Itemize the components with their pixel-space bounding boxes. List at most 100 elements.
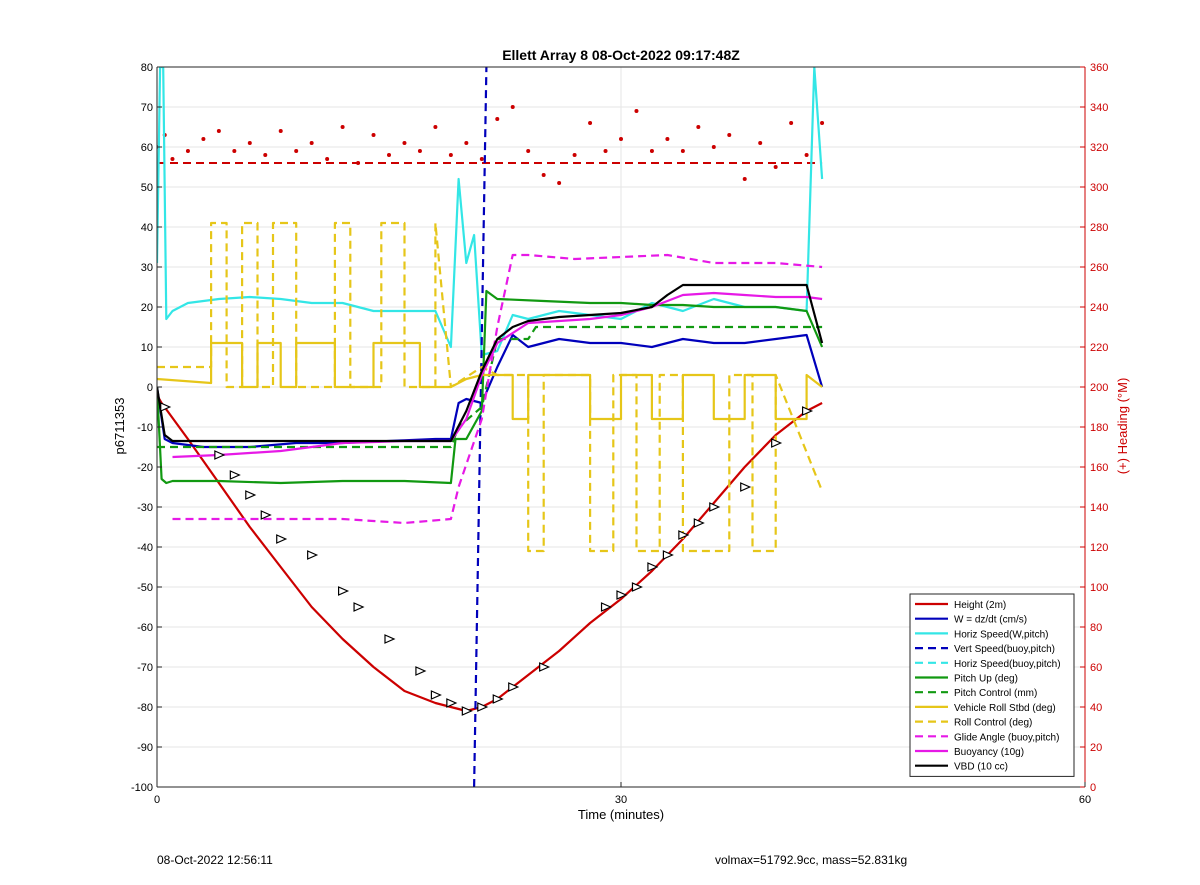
heading-point (665, 137, 670, 141)
heading-point (170, 157, 175, 161)
legend-entry: Pitch Up (deg) (954, 674, 1018, 685)
y2-tick-label: 280 (1090, 222, 1108, 234)
plot-series-group (157, 67, 825, 787)
heading-point (495, 117, 500, 121)
heading-point (448, 153, 453, 157)
legend-entry: Vehicle Roll Stbd (deg) (954, 703, 1056, 714)
heading-point (402, 141, 407, 145)
heading-point (294, 149, 299, 153)
heading-point (820, 121, 825, 125)
heading-point (804, 153, 809, 157)
legend-entry: Vert Speed(buoy,pitch) (954, 644, 1055, 655)
x-tick-label: 0 (154, 794, 160, 806)
heading-point (649, 149, 654, 153)
footer-timestamp: 08-Oct-2022 12:56:11 (157, 853, 273, 867)
y-tick-label: -10 (137, 422, 153, 434)
series-line-3 (473, 67, 488, 787)
y2-tick-label: 120 (1090, 542, 1108, 554)
heading-point (340, 125, 345, 129)
y2-tick-label: 60 (1090, 662, 1102, 674)
track-marker (214, 450, 226, 460)
y-tick-label: 70 (141, 102, 153, 114)
y-tick-label: -100 (131, 782, 153, 794)
x-tick-label: 30 (615, 794, 627, 806)
heading-point (557, 181, 562, 185)
track-marker (662, 550, 674, 560)
heading-point (185, 149, 190, 153)
track-marker (492, 694, 504, 704)
y-tick-label: -90 (137, 742, 153, 754)
y-tick-label: -70 (137, 662, 153, 674)
heading-point (572, 153, 577, 157)
y2-axis-label: (+) Heading (°M) (1115, 378, 1130, 475)
legend-entry: Pitch Control (mm) (954, 688, 1037, 699)
heading-point (387, 153, 391, 157)
y-tick-label: 50 (141, 182, 153, 194)
heading-point (232, 149, 237, 153)
y-tick-label: 20 (141, 302, 153, 314)
track-marker (631, 582, 643, 592)
legend-entry: Buoyancy (10g) (954, 747, 1024, 758)
y2-tick-label: 180 (1090, 422, 1108, 434)
y-tick-label: -30 (137, 502, 153, 514)
track-marker (229, 470, 241, 480)
track-marker (709, 502, 721, 512)
series-line-2 (157, 67, 824, 357)
heading-point (479, 157, 484, 161)
heading-point (433, 125, 438, 129)
y-tick-label: -20 (137, 462, 153, 474)
heading-point (773, 165, 778, 169)
heading-point (247, 141, 252, 145)
y2-tick-label: 20 (1090, 742, 1102, 754)
series-line-1 (157, 333, 824, 449)
track-marker (415, 666, 427, 676)
y-tick-label: 0 (147, 382, 153, 394)
track-marker (771, 438, 783, 448)
track-marker (160, 402, 172, 412)
heading-point (727, 133, 732, 137)
legend-entry: Roll Control (deg) (954, 718, 1032, 729)
heading-point (634, 109, 639, 113)
track-marker (600, 602, 613, 612)
track-marker (276, 534, 288, 544)
y2-tick-label: 360 (1090, 62, 1108, 74)
y2-tick-label: 320 (1090, 142, 1108, 154)
heading-point (742, 177, 747, 181)
heading-point (789, 121, 794, 125)
track-marker (477, 702, 489, 712)
track-marker (693, 518, 705, 528)
axes: -100-90-80-70-60-50-40-30-20-10010203040… (131, 62, 1108, 806)
plot-area (157, 67, 825, 787)
footer-vehicle-info: volmax=51792.9cc, mass=52.831kg (715, 853, 908, 867)
y2-tick-label: 140 (1090, 502, 1108, 514)
heading-point (216, 129, 221, 133)
heading-point (696, 125, 701, 129)
legend-entry: Horiz Speed(buoy,pitch) (954, 659, 1061, 670)
y2-tick-label: 340 (1090, 102, 1108, 114)
y2-tick-label: 200 (1090, 382, 1108, 394)
heading-point (541, 173, 546, 177)
y2-tick-label: 300 (1090, 182, 1108, 194)
heading-point (588, 121, 593, 125)
track-marker (260, 510, 272, 520)
y2-tick-label: 240 (1090, 302, 1108, 314)
heading-point (309, 141, 314, 145)
series-line-7 (157, 341, 823, 421)
y-tick-label: 40 (141, 222, 153, 234)
y2-tick-label: 80 (1090, 622, 1102, 634)
track-marker (384, 634, 396, 644)
series-line-5 (157, 289, 824, 485)
heading-point (510, 105, 515, 109)
series-line-11 (157, 283, 824, 443)
track-marker (353, 602, 365, 612)
legend: Height (2m) W = dz/dt (cm/s) Horiz Speed(W… (909, 593, 1075, 777)
heading-point (619, 137, 623, 141)
heading-point (464, 141, 469, 145)
y2-tick-label: 40 (1090, 702, 1102, 714)
heading-point (603, 149, 608, 153)
series-line-0 (157, 394, 823, 713)
legend-entry: Height (2m) (954, 600, 1006, 611)
heading-point (371, 133, 376, 137)
track-marker (539, 662, 551, 672)
